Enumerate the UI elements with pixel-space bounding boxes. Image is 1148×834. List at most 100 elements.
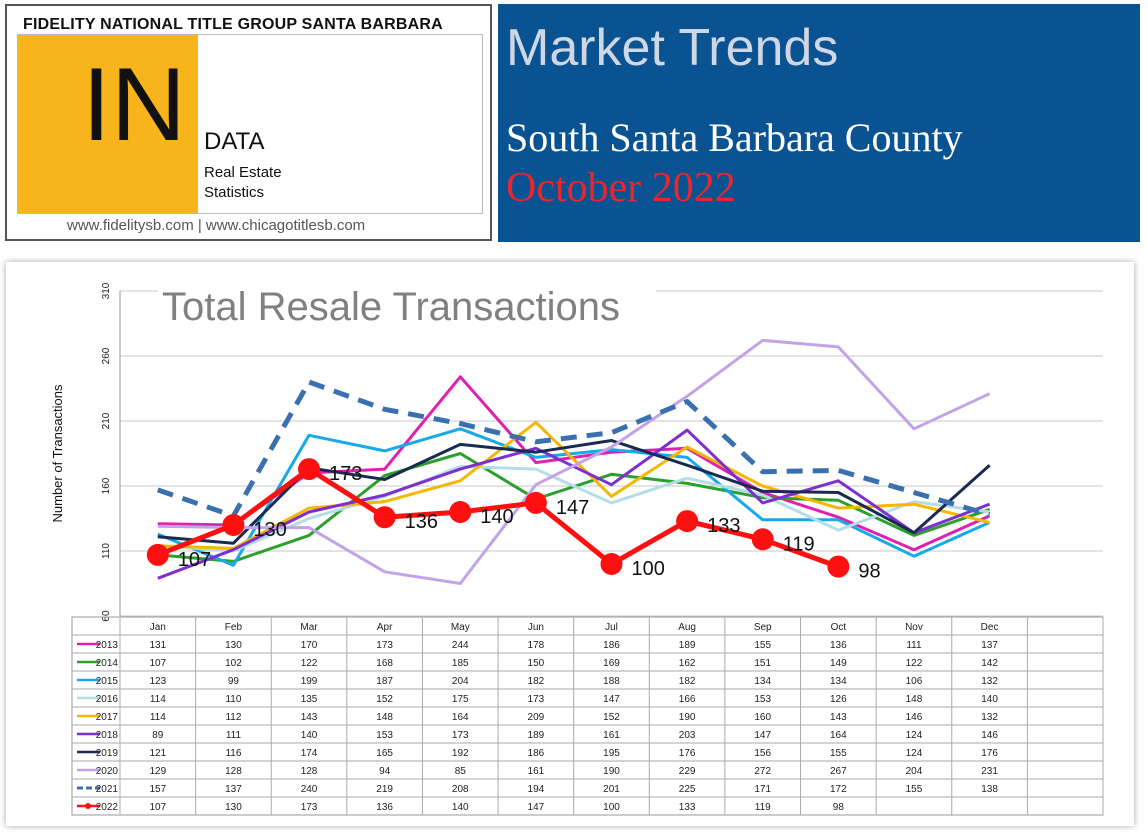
table-cell: 190 — [679, 712, 696, 723]
series-line-2020 — [157, 338, 991, 585]
series-line-2021 — [156, 379, 991, 519]
table-header-sep: Sep — [754, 622, 772, 633]
data-point-2022 — [373, 506, 396, 529]
table-cell: 98 — [833, 802, 845, 813]
table-cell: 209 — [528, 712, 545, 723]
table-cell: 132 — [981, 676, 998, 687]
table-header-feb: Feb — [225, 622, 243, 633]
series-line-2017 — [157, 420, 990, 550]
chart-title: Total Resale Transactions — [162, 285, 620, 329]
data-label-2022: 130 — [253, 519, 286, 541]
table-cell: 172 — [830, 784, 847, 795]
data-point-2022 — [827, 555, 850, 578]
table-cell: 147 — [603, 694, 620, 705]
table-cell: 143 — [830, 712, 847, 723]
table-header-aug: Aug — [678, 622, 696, 633]
table-cell: 122 — [301, 658, 318, 669]
table-cell: 189 — [528, 730, 545, 741]
legend-label-2015: 2015 — [96, 676, 119, 687]
title-banner: Market Trends South Santa Barbara County… — [498, 4, 1140, 242]
table-header-may: May — [451, 622, 470, 633]
table-cell: 121 — [149, 748, 166, 759]
table-cell: 240 — [301, 784, 318, 795]
legend-label-2017: 2017 — [96, 712, 119, 723]
table-cell: 204 — [452, 676, 469, 687]
table-cell: 112 — [225, 712, 241, 723]
table-cell: 136 — [376, 802, 393, 813]
table-cell: 114 — [150, 712, 166, 723]
table-cell: 89 — [152, 730, 164, 741]
table-cell: 186 — [528, 748, 545, 759]
data-point-2022 — [449, 501, 472, 523]
data-label-2022: 140 — [480, 506, 513, 528]
table-cell: 161 — [603, 730, 620, 741]
data-label-2022: 107 — [178, 549, 211, 571]
table-cell: 160 — [754, 712, 771, 723]
table-cell: 155 — [830, 748, 847, 759]
table-cell: 188 — [603, 676, 620, 687]
table-cell: 140 — [981, 694, 998, 705]
table-cell: 148 — [906, 694, 923, 705]
table-header-apr: Apr — [377, 622, 393, 633]
data-label-2022: 133 — [707, 515, 740, 537]
table-cell: 175 — [452, 694, 469, 705]
data-label-2022: 98 — [858, 561, 880, 583]
table-cell: 102 — [225, 658, 242, 669]
table-cell: 152 — [603, 712, 620, 723]
region-title: South Santa Barbara County — [506, 115, 963, 160]
table-cell: 155 — [906, 784, 923, 795]
legend-label-2019: 2019 — [96, 748, 119, 759]
table-cell: 140 — [301, 730, 318, 741]
table-cell: 146 — [981, 730, 998, 741]
series-line-2022 — [156, 466, 840, 569]
table-cell: 135 — [301, 694, 318, 705]
table-cell: 134 — [830, 676, 847, 687]
table-cell: 171 — [754, 784, 771, 795]
table-cell: 129 — [149, 766, 166, 777]
y-tick-label: 210 — [101, 412, 112, 429]
table-cell: 168 — [376, 658, 393, 669]
table-cell: 151 — [754, 658, 771, 669]
table-cell: 124 — [906, 748, 923, 759]
logo: IN DATA Real Estate Statistics — [17, 34, 483, 214]
table-cell: 182 — [528, 676, 545, 687]
table-cell: 147 — [754, 730, 771, 741]
table-cell: 176 — [981, 748, 998, 759]
table-cell: 208 — [452, 784, 469, 795]
table-header-mar: Mar — [300, 622, 318, 633]
table-cell: 142 — [981, 658, 998, 669]
chart-panel: 60 110 160 210 260 310 Number of Transactions T… — [6, 262, 1134, 826]
table-cell: 94 — [379, 766, 391, 777]
legend-label-2022: 2022 — [96, 802, 119, 813]
table-cell: 195 — [603, 748, 620, 759]
table-cell: 140 — [452, 802, 469, 813]
table-cell: 229 — [679, 766, 696, 777]
table-cell: 123 — [149, 676, 166, 687]
table-cell: 130 — [225, 802, 242, 813]
table-cell: 107 — [149, 802, 166, 813]
org-name: FIDELITY NATIONAL TITLE GROUP SANTA BARB… — [23, 16, 443, 33]
data-point-2022 — [524, 491, 547, 514]
table-cell: 146 — [906, 712, 923, 723]
table-cell: 128 — [225, 766, 242, 777]
data-label-2022: 136 — [405, 511, 438, 533]
table-cell: 174 — [301, 748, 318, 759]
table-cell: 143 — [301, 712, 318, 723]
table-header-nov: Nov — [905, 622, 923, 633]
table-cell: 132 — [981, 712, 998, 723]
table-cell: 267 — [830, 766, 847, 777]
data-label-2022: 100 — [632, 558, 665, 580]
y-tick-label: 260 — [101, 347, 112, 364]
data-point-2022 — [676, 510, 699, 533]
legend-label-2014: 2014 — [96, 658, 119, 669]
table-cell: 176 — [679, 748, 696, 759]
table-cell: 169 — [603, 658, 620, 669]
table-cell: 134 — [754, 676, 771, 687]
website-urls: www.fidelitysb.com | www.chicagotitlesb.… — [67, 217, 366, 234]
table-cell: 110 — [225, 694, 241, 705]
table-cell: 199 — [301, 676, 318, 687]
logo-in-text: IN — [82, 47, 186, 163]
legend-label-2018: 2018 — [96, 730, 119, 741]
y-tick-label: 60 — [101, 610, 112, 622]
table-cell: 137 — [225, 784, 242, 795]
